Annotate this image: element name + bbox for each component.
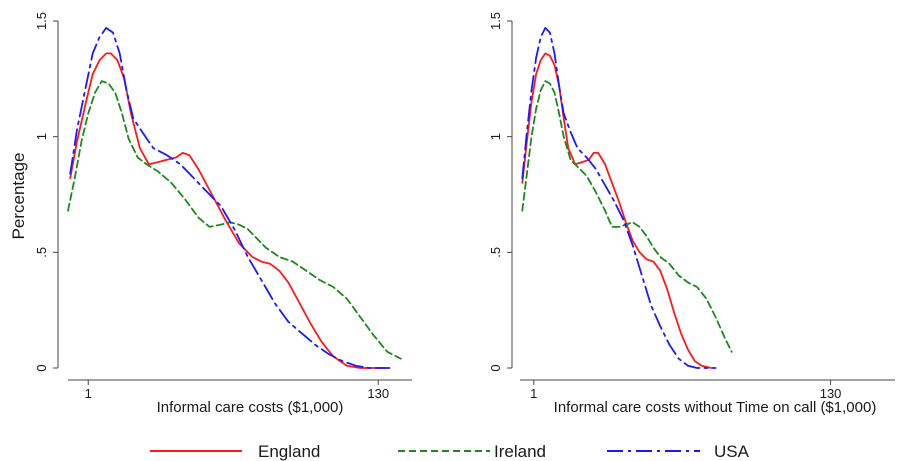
- chart-panel-left: 0 .5 1 1.5 1 130 Informal care costs ($1,000): [34, 12, 412, 416]
- y-tick-label: .5: [488, 247, 503, 258]
- chart-panel-right: 0 .5 1 1.5 1 130 Informal care costs without …: [488, 12, 895, 416]
- y-tick-label: .5: [34, 247, 49, 258]
- x-tick-label: 130: [367, 386, 389, 401]
- series-line-england: [69, 52, 386, 369]
- y-tick-label: 1: [34, 133, 49, 140]
- y-tick-label: 1: [488, 133, 503, 140]
- legend-label-usa: USA: [714, 442, 750, 461]
- legend-item-england: England: [150, 442, 320, 461]
- legend-item-ireland: Ireland: [398, 442, 546, 461]
- series-line-ireland: [521, 80, 733, 353]
- x-tick-label: 1: [530, 386, 537, 401]
- series-line-england: [521, 52, 712, 369]
- x-tick-label: 1: [85, 386, 92, 401]
- y-tick-label: 0: [34, 364, 49, 371]
- x-axis-title: Informal care costs ($1,000): [157, 399, 344, 416]
- x-tick-label: 130: [820, 386, 842, 401]
- legend-item-usa: USA: [607, 442, 750, 461]
- y-tick-label: 0: [488, 364, 503, 371]
- x-axis-title: Informal care costs without Time on call…: [554, 399, 877, 416]
- y-tick-label: 1.5: [34, 12, 49, 30]
- legend-label-england: England: [258, 442, 320, 461]
- y-tick-label: 1.5: [488, 12, 503, 30]
- legend: England Ireland USA: [150, 442, 750, 461]
- series-line-ireland: [67, 80, 402, 360]
- series-line-usa: [521, 26, 717, 369]
- y-axis-title: Percentage: [9, 153, 28, 240]
- series-line-usa: [69, 26, 391, 369]
- legend-label-ireland: Ireland: [494, 442, 546, 461]
